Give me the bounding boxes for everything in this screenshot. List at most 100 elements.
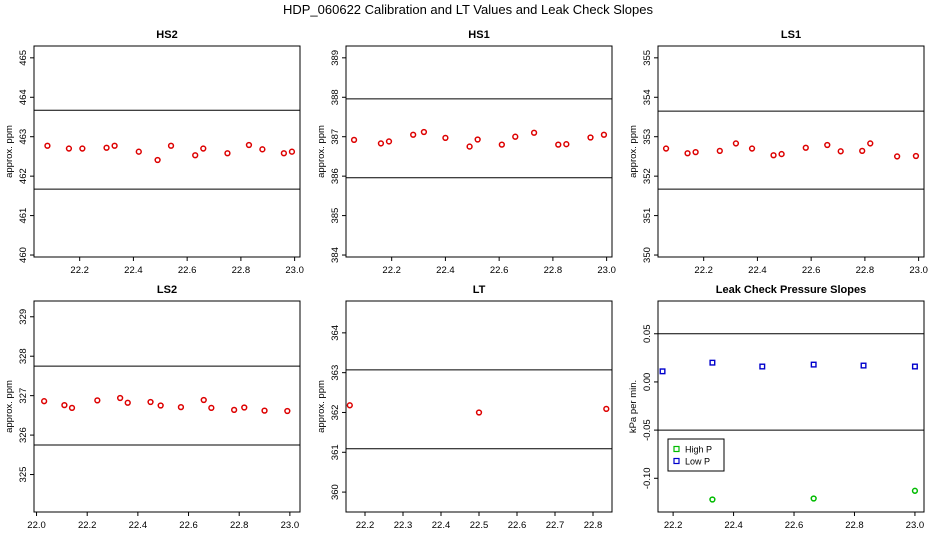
y-axis-label: approx. ppm: [316, 380, 327, 433]
y-tick-label: 351: [642, 208, 653, 224]
x-tick-label: 22.6: [179, 520, 198, 531]
data-point: [377, 140, 385, 147]
data-point: [603, 405, 610, 413]
legend-box: [667, 438, 725, 472]
data-point: [94, 397, 101, 404]
legend: High P Low P: [667, 438, 725, 472]
y-tick-label: 361: [330, 444, 341, 460]
x-tick-label: 22.4: [724, 520, 743, 531]
y-tick-label: 325: [18, 467, 29, 483]
y-tick-label: 385: [330, 208, 341, 224]
data-point: [124, 399, 131, 406]
y-tick-label: 355: [642, 50, 653, 66]
data-point: [530, 129, 538, 136]
data-point: [911, 487, 919, 494]
data-point: [40, 398, 48, 405]
data-point: [802, 144, 809, 151]
data-point: [224, 150, 231, 157]
y-tick-label: 352: [642, 168, 653, 184]
data-point: [111, 142, 118, 149]
data-point: [200, 145, 207, 152]
data-point: [147, 398, 154, 406]
panel-3: LS1 22.2 22.4 22.6 22.8 23.0 350 351 352 353 354 35…: [628, 29, 928, 276]
data-point: [692, 148, 699, 156]
data-point: [475, 409, 483, 416]
x-tick-label: 23.0: [906, 520, 925, 531]
data-point: [157, 402, 164, 409]
panel-title: LS2: [157, 284, 177, 296]
x-tick-label: 22.2: [78, 520, 97, 531]
x-tick-label: 23.0: [285, 265, 304, 276]
data-point: [284, 407, 291, 415]
legend-label: High P: [685, 445, 712, 455]
y-tick-label: 386: [330, 168, 341, 184]
y-tick-label: 0.05: [642, 325, 653, 344]
panel-title: Leak Check Pressure Slopes: [716, 284, 866, 296]
x-tick-label: 22.6: [508, 520, 527, 531]
data-point: [748, 145, 756, 152]
x-tick-label: 22.5: [470, 520, 489, 531]
data-point: [859, 147, 866, 155]
y-tick-label: 354: [642, 89, 653, 105]
legend-label: Low P: [685, 457, 710, 467]
panel-5: LT 22.2 22.3 22.4 22.5 22.6 22.7 22.8 360 361 362 3…: [316, 284, 613, 531]
x-tick-label: 22.6: [178, 265, 197, 276]
x-tick-label: 22.8: [230, 520, 249, 531]
data-point: [732, 140, 740, 147]
x-tick-label: 22.4: [436, 265, 455, 276]
data-point: [167, 142, 175, 149]
panel-title: LS1: [781, 29, 801, 41]
x-tick-label: 22.2: [694, 265, 713, 276]
data-point: [709, 496, 716, 503]
data-point: [824, 141, 831, 149]
figure-title: HDP_060622 Calibration and LT Values and…: [282, 2, 654, 17]
data-point: [177, 403, 185, 411]
plot-frame: [33, 45, 301, 258]
data-point: [474, 136, 481, 143]
data-point: [837, 148, 844, 155]
y-tick-label: -0.05: [642, 419, 653, 441]
y-tick-label: 460: [18, 247, 29, 263]
y-tick-label: 464: [18, 89, 29, 105]
y-tick-label: 326: [18, 427, 29, 443]
y-tick-label: 350: [642, 247, 653, 263]
data-point: [716, 147, 723, 155]
data-point: [350, 136, 358, 144]
data-point: [912, 152, 920, 160]
data-point: [709, 359, 716, 366]
panel-title: HS1: [468, 29, 489, 41]
data-point: [759, 363, 766, 370]
data-point: [346, 402, 353, 409]
data-point: [662, 145, 670, 152]
x-tick-label: 22.0: [27, 520, 46, 531]
panel-title: HS2: [156, 29, 177, 41]
x-tick-label: 22.6: [785, 520, 804, 531]
x-tick-label: 22.6: [802, 265, 821, 276]
plot-frame: [345, 300, 613, 513]
data-point: [245, 141, 253, 149]
y-tick-label: 362: [330, 405, 341, 421]
x-tick-label: 22.7: [546, 520, 565, 531]
data-point: [103, 144, 110, 151]
x-tick-label: 22.8: [856, 265, 875, 276]
data-point: [860, 362, 867, 369]
legend-marker: [673, 445, 680, 453]
y-tick-label: 389: [330, 50, 341, 66]
x-tick-label: 22.4: [124, 265, 143, 276]
y-axis-label: kPa per min.: [628, 380, 639, 433]
data-point: [466, 143, 473, 150]
data-point: [498, 141, 505, 148]
data-point: [288, 148, 296, 155]
data-point: [241, 404, 248, 411]
x-tick-label: 22.4: [432, 520, 451, 531]
data-point: [154, 156, 161, 164]
x-tick-label: 22.8: [845, 520, 864, 531]
data-point: [770, 152, 777, 159]
plot-frame: [345, 45, 613, 258]
x-tick-label: 22.4: [748, 265, 767, 276]
data-point: [867, 140, 874, 147]
panel-1: HS2 22.2 22.4 22.6 22.8 23.0 460 461 462 463 464 46…: [4, 29, 304, 276]
data-point: [684, 150, 691, 157]
x-tick-label: 22.4: [129, 520, 148, 531]
